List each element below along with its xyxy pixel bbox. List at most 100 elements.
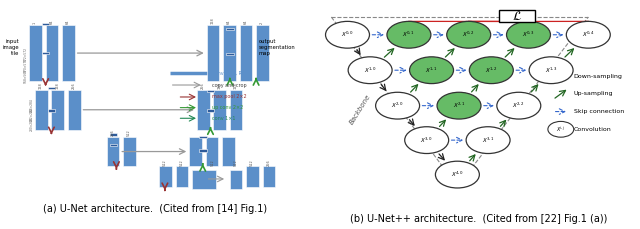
Text: 512: 512 — [127, 130, 131, 136]
Text: $X^{3,1}$: $X^{3,1}$ — [482, 136, 495, 145]
Text: 128: 128 — [234, 82, 237, 89]
Text: $X^{i,j}$: $X^{i,j}$ — [556, 125, 566, 134]
Text: $X^{0,3}$: $X^{0,3}$ — [522, 30, 535, 39]
Text: 284×284: 284×284 — [30, 98, 34, 112]
Text: $X^{0,2}$: $X^{0,2}$ — [462, 30, 475, 39]
Text: $X^{2,2}$: $X^{2,2}$ — [513, 101, 525, 110]
Circle shape — [437, 92, 481, 119]
FancyBboxPatch shape — [29, 25, 42, 81]
FancyBboxPatch shape — [256, 25, 269, 81]
FancyBboxPatch shape — [189, 137, 202, 166]
Text: max pool 2×2: max pool 2×2 — [212, 95, 247, 99]
Circle shape — [548, 121, 573, 137]
Text: 512: 512 — [211, 159, 214, 166]
Text: 128: 128 — [211, 17, 214, 24]
Text: $X^{1,0}$: $X^{1,0}$ — [364, 65, 377, 75]
Text: conv 1×1: conv 1×1 — [212, 116, 236, 121]
Text: input
image
tile: input image tile — [3, 39, 19, 56]
Text: $X^{3,0}$: $X^{3,0}$ — [420, 136, 433, 145]
FancyBboxPatch shape — [222, 137, 235, 166]
Text: 256: 256 — [267, 159, 271, 166]
Text: output
segmentation
map: output segmentation map — [259, 39, 296, 56]
Text: Backbone: Backbone — [349, 93, 372, 126]
Text: Convolution: Convolution — [573, 127, 611, 132]
Text: (b) U-Net++ architecture.  (Cited from [22] Fig.1 (a)): (b) U-Net++ architecture. (Cited from [2… — [349, 214, 607, 224]
Circle shape — [466, 127, 510, 153]
Circle shape — [404, 127, 449, 153]
Circle shape — [447, 21, 491, 48]
Text: $X^{1,1}$: $X^{1,1}$ — [425, 65, 438, 75]
Text: 282×282: 282×282 — [30, 107, 34, 121]
FancyBboxPatch shape — [62, 25, 75, 81]
FancyBboxPatch shape — [263, 166, 275, 188]
Text: copy and crop: copy and crop — [212, 82, 247, 87]
FancyBboxPatch shape — [42, 52, 49, 55]
Text: Up-sampling: Up-sampling — [573, 91, 613, 96]
Text: $X^{1,2}$: $X^{1,2}$ — [485, 65, 498, 75]
Text: 512: 512 — [234, 159, 237, 166]
Text: $X^{1,3}$: $X^{1,3}$ — [545, 65, 557, 75]
FancyBboxPatch shape — [192, 170, 216, 189]
Text: 512: 512 — [250, 159, 254, 166]
FancyBboxPatch shape — [192, 170, 216, 189]
FancyBboxPatch shape — [123, 137, 136, 166]
FancyBboxPatch shape — [239, 25, 252, 81]
Circle shape — [376, 92, 420, 119]
Text: $X^{0,0}$: $X^{0,0}$ — [341, 30, 354, 39]
FancyBboxPatch shape — [51, 90, 64, 130]
FancyBboxPatch shape — [197, 90, 209, 130]
Circle shape — [410, 57, 454, 84]
FancyBboxPatch shape — [223, 25, 236, 81]
FancyBboxPatch shape — [213, 90, 226, 130]
Text: up conv 2×2: up conv 2×2 — [212, 105, 244, 110]
FancyBboxPatch shape — [205, 137, 218, 166]
Circle shape — [497, 92, 541, 119]
Text: 256: 256 — [72, 82, 76, 89]
Text: $X^{4,0}$: $X^{4,0}$ — [451, 170, 464, 179]
Text: 512: 512 — [179, 159, 184, 166]
FancyBboxPatch shape — [47, 109, 55, 112]
FancyBboxPatch shape — [68, 90, 81, 130]
FancyBboxPatch shape — [175, 166, 188, 188]
Text: $X^{0,1}$: $X^{0,1}$ — [403, 30, 415, 39]
Circle shape — [326, 21, 369, 48]
Text: Down-sampling: Down-sampling — [573, 74, 623, 79]
Text: 128: 128 — [39, 82, 43, 89]
FancyBboxPatch shape — [207, 90, 214, 92]
FancyBboxPatch shape — [230, 90, 243, 130]
FancyBboxPatch shape — [192, 170, 216, 189]
Text: 2: 2 — [260, 22, 264, 24]
FancyBboxPatch shape — [109, 144, 117, 146]
Text: 128: 128 — [55, 82, 60, 89]
Text: 64: 64 — [66, 19, 70, 24]
FancyBboxPatch shape — [47, 87, 55, 89]
Text: $X^{2,0}$: $X^{2,0}$ — [391, 101, 404, 110]
FancyBboxPatch shape — [159, 166, 172, 188]
Text: 512: 512 — [163, 159, 167, 166]
FancyBboxPatch shape — [246, 166, 259, 188]
Text: (a) U-Net architecture.  (Cited from [14] Fig.1): (a) U-Net architecture. (Cited from [14]… — [43, 204, 268, 214]
Text: 256: 256 — [111, 130, 115, 136]
FancyBboxPatch shape — [199, 136, 207, 138]
FancyBboxPatch shape — [107, 137, 119, 166]
Circle shape — [566, 21, 611, 48]
Text: 128: 128 — [217, 82, 221, 89]
Circle shape — [387, 21, 431, 48]
Circle shape — [529, 57, 573, 84]
FancyBboxPatch shape — [226, 28, 234, 30]
Text: conv 3×3, ReLU: conv 3×3, ReLU — [212, 71, 251, 76]
FancyBboxPatch shape — [207, 109, 214, 112]
FancyBboxPatch shape — [499, 10, 535, 22]
Text: 570×570: 570×570 — [24, 58, 28, 72]
FancyBboxPatch shape — [207, 25, 220, 81]
Text: $\mathcal{L}$: $\mathcal{L}$ — [512, 10, 522, 22]
Text: 64: 64 — [49, 19, 53, 24]
FancyBboxPatch shape — [42, 23, 49, 25]
Circle shape — [506, 21, 550, 48]
FancyBboxPatch shape — [109, 134, 117, 136]
Text: 256: 256 — [201, 82, 205, 89]
FancyBboxPatch shape — [199, 149, 207, 152]
Text: 64: 64 — [243, 19, 248, 24]
Text: 64: 64 — [227, 19, 231, 24]
Text: 280×280: 280×280 — [30, 117, 34, 131]
